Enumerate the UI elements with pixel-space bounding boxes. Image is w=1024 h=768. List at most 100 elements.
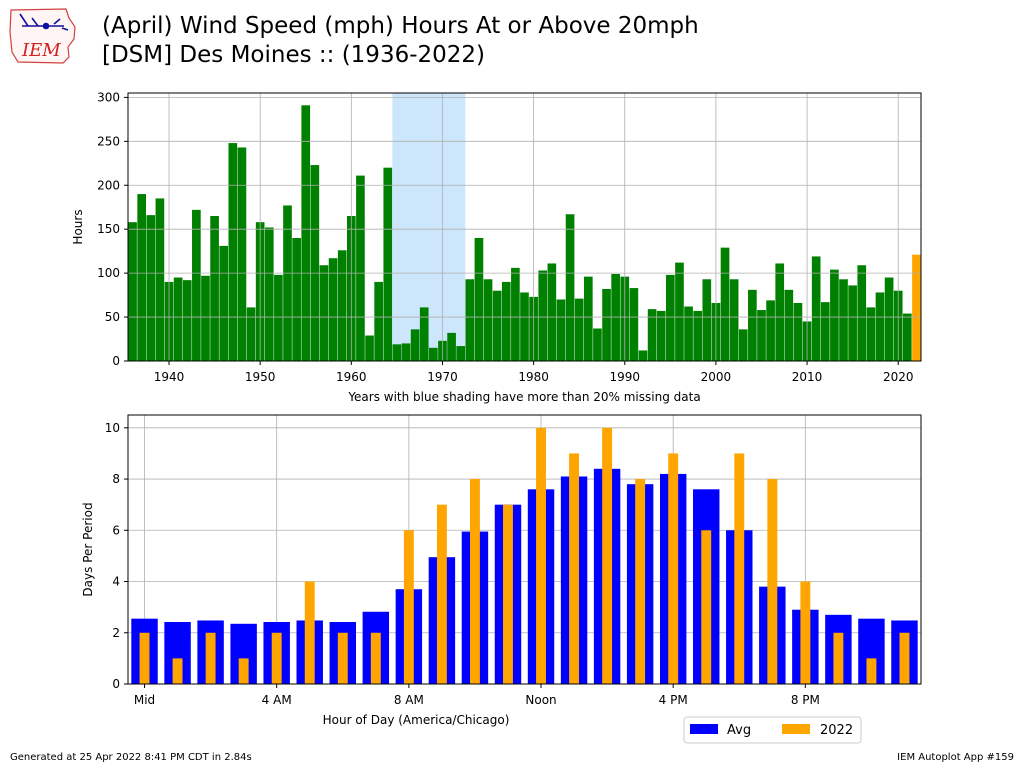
x-tick-label: 1940 [154, 370, 185, 384]
year-bar [520, 292, 529, 361]
wind-barb-icon [19, 13, 69, 31]
year-bar [775, 263, 785, 361]
year-2022-bar [866, 658, 877, 684]
year-bar [902, 313, 912, 361]
year-bar [173, 277, 183, 361]
legend-box [683, 716, 862, 744]
footer-app-id: IEM Autoplot App #159 [897, 752, 1014, 763]
year-bar [602, 288, 611, 361]
year-bar [748, 289, 757, 361]
y-tick-label: 0 [112, 354, 120, 368]
year-bar [766, 300, 775, 361]
year-bar [483, 279, 493, 361]
legend-avg-label: Avg [727, 723, 751, 738]
year-bar [292, 237, 301, 361]
year-2022-bar [635, 479, 646, 684]
y-tick-label: 2 [112, 626, 120, 640]
year-2022-bar [304, 581, 315, 684]
year-bar [210, 216, 219, 361]
plot-frame [127, 92, 922, 362]
year-bar [410, 329, 420, 361]
legend-2022-swatch [782, 724, 810, 734]
year-2022-bar [899, 632, 910, 684]
y-tick-label: 0 [112, 677, 120, 691]
year-bar [593, 328, 602, 361]
year-bar [465, 279, 475, 361]
y-tick-label: 50 [105, 310, 120, 324]
year-2022-bar [436, 504, 447, 684]
x-tick-label: 1990 [609, 370, 640, 384]
x-tick-label: 2010 [792, 370, 823, 384]
year-2022-bar [833, 632, 844, 684]
iem-logo: IEM [9, 8, 76, 64]
missing-data-shading [392, 93, 466, 361]
year-2022-bar [668, 453, 679, 684]
y-tick-label: 6 [112, 523, 120, 537]
year-bar [492, 290, 502, 361]
year-bar [219, 245, 229, 361]
year-bar [729, 279, 739, 361]
year-2022-bar [734, 453, 745, 684]
year-2022-bar [767, 479, 778, 684]
year-2022-bar [503, 504, 513, 684]
year-bar [866, 307, 876, 361]
y-tick-label: 100 [97, 266, 120, 280]
year-bar [474, 237, 484, 361]
year-bar [884, 277, 894, 361]
year-2022-bar [238, 658, 249, 684]
year-bar [201, 275, 210, 361]
year-bar [757, 310, 766, 361]
y-tick-label: 150 [97, 222, 120, 236]
year-bar [456, 346, 466, 361]
x-tick-label: 8 AM [394, 693, 424, 707]
year-bar [319, 265, 329, 361]
year-2022-bar [271, 632, 282, 684]
year-bar [647, 309, 657, 361]
year-2022-bar [701, 530, 712, 684]
year-bar [337, 250, 347, 361]
year-bar [246, 307, 256, 361]
year-2022-bar [602, 427, 613, 684]
y-tick-label: 8 [112, 472, 120, 486]
year-bar [356, 175, 365, 361]
x-tick-label: 1950 [245, 370, 276, 384]
year-bar [583, 276, 593, 361]
year-bar [793, 303, 803, 361]
y-tick-label: 10 [105, 421, 120, 435]
logo-text: IEM [21, 40, 61, 61]
year-bar [429, 347, 438, 361]
year-bar [611, 274, 620, 361]
year-bar [830, 269, 839, 361]
year-2022-bar [469, 479, 480, 684]
year-bar [383, 167, 393, 361]
year-2022-bar [172, 658, 183, 684]
year-2022-bar [139, 632, 150, 684]
legend-avg-swatch [690, 724, 718, 734]
x-tick-label: 2020 [883, 370, 914, 384]
footer-generated-text: Generated at 25 Apr 2022 8:41 PM CDT in … [10, 752, 252, 763]
year-2022-bar [569, 453, 580, 684]
x-tick-label: Mid [134, 693, 155, 707]
chart-title-line2: [DSM] Des Moines :: (1936-2022) [102, 42, 486, 68]
year-bar [283, 205, 292, 361]
year-bar [912, 254, 921, 361]
x-tick-label: 1960 [336, 370, 367, 384]
y-tick-label: 200 [97, 178, 120, 192]
year-bar [419, 307, 429, 361]
year-bar [401, 343, 411, 361]
x-tick-label: Noon [525, 693, 556, 707]
year-2022-bar [205, 632, 216, 684]
year-bar [447, 332, 456, 361]
year-bar [274, 274, 283, 361]
year-bar [365, 335, 374, 361]
year-bar [328, 258, 338, 361]
x-tick-label: 4 AM [262, 693, 292, 707]
year-bar [228, 143, 238, 361]
year-bar [301, 105, 311, 361]
year-bar [137, 194, 147, 361]
x-tick-label: 8 PM [791, 693, 820, 707]
year-bar [693, 310, 703, 361]
y-tick-label: 300 [97, 90, 120, 104]
year-bar [656, 310, 666, 361]
